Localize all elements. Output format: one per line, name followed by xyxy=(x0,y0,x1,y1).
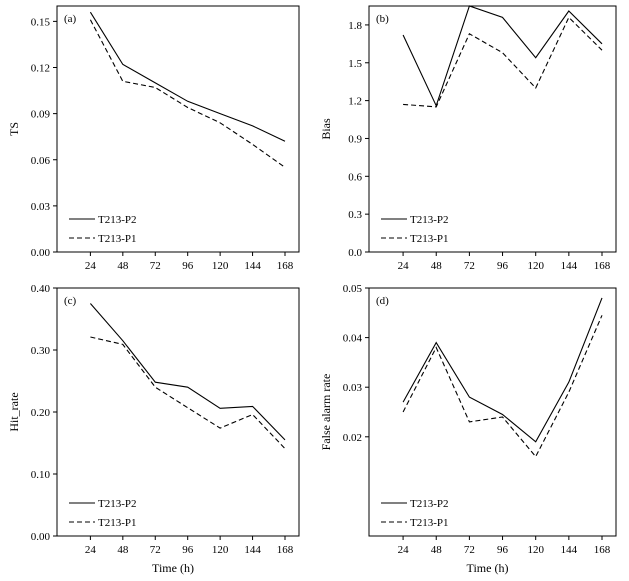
x-tick-label: 120 xyxy=(212,544,229,556)
panel-4: (d) 0.02 0.03 0.04 0.05 24 48 72 96 120 144 168 Fals… xyxy=(319,283,617,575)
y-tick-label: 0.03 xyxy=(31,201,51,213)
legend-entry: T213-P1 xyxy=(410,233,449,245)
legend-entry: T213-P2 xyxy=(98,214,137,226)
y-tick-label: 0.04 xyxy=(343,333,363,345)
x-tick-label: 24 xyxy=(398,544,410,556)
y-axis-label: Hit_rate xyxy=(7,392,21,431)
x-tick-label: 144 xyxy=(244,260,261,272)
panel-label: (a) xyxy=(64,13,77,25)
x-tick-label: 48 xyxy=(117,260,129,272)
x-tick-label: 72 xyxy=(150,544,161,556)
y-tick-label: 0.06 xyxy=(31,155,51,167)
y-tick-label: 0.0 xyxy=(348,247,362,259)
x-tick-label: 48 xyxy=(117,544,129,556)
x-tick-label: 168 xyxy=(277,544,294,556)
legend-entry: T213-P1 xyxy=(410,517,449,529)
y-tick-label: 0.9 xyxy=(348,133,362,145)
panel-3: (c) 0.00 0.10 0.20 0.30 0.40 24 48 72 96 120 144 168… xyxy=(7,283,300,575)
legend-entry: T213-P2 xyxy=(410,498,449,510)
panel-label: (c) xyxy=(64,295,77,307)
panel-2: (b) 0.0 0.3 0.6 0.9 1.2 1.5 1.8 24 48 72 96 120 144 16… xyxy=(319,5,617,272)
y-tick-label: 0.00 xyxy=(31,247,51,259)
y-tick-label: 0.02 xyxy=(343,432,362,444)
x-tick-label: 48 xyxy=(431,260,443,272)
y-axis-label: False alarm rate xyxy=(319,374,333,451)
series-line-t213-p1 xyxy=(403,16,603,108)
x-tick-label: 144 xyxy=(244,544,261,556)
legend-entry: T213-P2 xyxy=(410,214,449,226)
y-tick-label: 0.09 xyxy=(31,109,51,121)
y-tick-label: 0.6 xyxy=(348,171,362,183)
x-tick-label: 96 xyxy=(182,260,194,272)
y-tick-label: 0.40 xyxy=(31,283,51,295)
series-line-t213-p2 xyxy=(402,297,603,443)
x-tick-label: 24 xyxy=(85,544,97,556)
x-tick-label: 168 xyxy=(594,260,611,272)
x-tick-label: 96 xyxy=(497,260,509,272)
series-line-t213-p1 xyxy=(90,336,286,449)
plot-frame xyxy=(368,287,617,537)
y-tick-label: 0.20 xyxy=(31,407,51,419)
x-tick-label: 168 xyxy=(277,260,294,272)
x-tick-label: 24 xyxy=(85,260,97,272)
plot-frame xyxy=(56,287,300,537)
y-axis-label: Bias xyxy=(319,118,333,140)
panel-label: (b) xyxy=(376,13,389,25)
x-axis-label: Time (h) xyxy=(152,561,194,575)
y-tick-label: 0.15 xyxy=(31,16,51,28)
series-line-t213-p2 xyxy=(89,11,286,142)
y-tick-label: 1.2 xyxy=(348,96,362,108)
plot-frame xyxy=(368,5,617,253)
x-tick-label: 24 xyxy=(398,260,410,272)
y-tick-label: 1.5 xyxy=(348,58,362,70)
y-tick-label: 0.05 xyxy=(343,283,363,295)
panel-1: (a) 0.00 0.03 0.06 0.09 0.12 0.15 24 48 72 96 120 14… xyxy=(7,5,300,272)
x-tick-label: 120 xyxy=(527,260,544,272)
legend-entry: T213-P2 xyxy=(98,498,137,510)
x-tick-label: 96 xyxy=(497,544,509,556)
x-axis-label: Time (h) xyxy=(467,561,509,575)
x-tick-label: 48 xyxy=(431,544,443,556)
x-tick-label: 120 xyxy=(527,544,544,556)
legend-entry: T213-P1 xyxy=(98,517,137,529)
y-tick-label: 0.30 xyxy=(31,345,51,357)
y-tick-label: 0.03 xyxy=(343,382,363,394)
panel-label: (d) xyxy=(376,295,389,307)
series-line-t213-p1 xyxy=(89,19,286,168)
series-line-t213-p2 xyxy=(89,303,286,441)
x-tick-label: 96 xyxy=(182,544,194,556)
y-tick-label: 0.00 xyxy=(31,531,51,543)
x-tick-label: 144 xyxy=(561,260,578,272)
series-line-t213-p1 xyxy=(402,315,603,458)
x-tick-label: 72 xyxy=(464,544,475,556)
plot-frame xyxy=(56,5,300,253)
legend-entry: T213-P1 xyxy=(98,233,137,245)
y-tick-label: 1.8 xyxy=(348,20,362,32)
y-tick-label: 0.12 xyxy=(31,63,50,75)
x-tick-label: 168 xyxy=(594,544,611,556)
x-tick-label: 72 xyxy=(150,260,161,272)
y-tick-label: 0.3 xyxy=(348,209,362,221)
y-tick-label: 0.10 xyxy=(31,469,51,481)
x-tick-label: 120 xyxy=(212,260,229,272)
x-tick-label: 144 xyxy=(561,544,578,556)
x-tick-label: 72 xyxy=(464,260,475,272)
y-axis-label: TS xyxy=(7,122,21,136)
